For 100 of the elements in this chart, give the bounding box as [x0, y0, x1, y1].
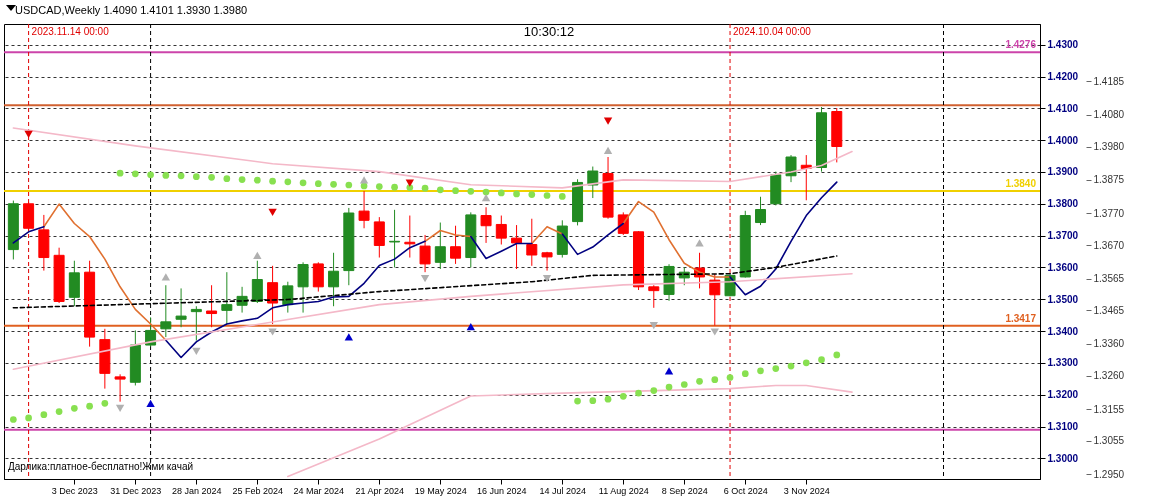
- y-tick-label: 1.3100: [1047, 421, 1079, 432]
- point: [497, 189, 505, 197]
- x-tick-label: 3 Nov 2024: [783, 485, 830, 496]
- y2-tick-label: 1.3980: [1093, 141, 1125, 152]
- point: [330, 181, 337, 188]
- point: [10, 416, 17, 423]
- point: [223, 175, 231, 182]
- point: [481, 194, 491, 202]
- candlestick: [312, 261, 324, 293]
- candlestick: [282, 281, 294, 314]
- y-tick-label: 1.4000: [1047, 134, 1079, 146]
- point: [24, 130, 33, 139]
- line-series: [287, 384, 853, 478]
- candlestick: [785, 154, 797, 183]
- point: [268, 328, 277, 336]
- point: [55, 408, 63, 415]
- point: [192, 173, 200, 181]
- point: [116, 169, 124, 177]
- point: [299, 179, 307, 187]
- y2-tick-label: 1.3260: [1093, 370, 1125, 382]
- point: [436, 186, 444, 194]
- point: [772, 365, 780, 372]
- point: [695, 239, 704, 247]
- candlestick: [267, 265, 279, 325]
- y-tick-label: 1.3600: [1047, 261, 1079, 273]
- point: [268, 208, 277, 216]
- y-tick-label: 1.3700: [1047, 230, 1079, 242]
- ref-line-label: 2023.11.14 00:00: [31, 26, 110, 37]
- y-tick-label: 1.4200: [1047, 71, 1079, 82]
- y2-tick-label: 1.2950: [1093, 468, 1125, 480]
- candlestick: [160, 284, 172, 338]
- y-tick-label: 1.4300: [1047, 39, 1079, 51]
- candlestick: [480, 206, 492, 244]
- candlestick: [709, 273, 721, 327]
- annotation: 10:30:12: [523, 24, 575, 39]
- candlestick: [175, 287, 187, 328]
- point: [177, 172, 185, 180]
- point: [542, 274, 552, 283]
- candlestick: [648, 284, 660, 309]
- point: [147, 171, 154, 179]
- x-tick-label: 28 Jan 2024: [172, 485, 222, 496]
- candlestick: [206, 284, 218, 328]
- candlestick: [358, 190, 370, 229]
- point: [359, 176, 369, 184]
- x-tick-label: 25 Feb 2024: [232, 485, 284, 496]
- point: [192, 347, 201, 356]
- x-tick-label: 31 Dec 2023: [110, 485, 162, 496]
- ref-line-label: 1.3840: [1005, 178, 1037, 190]
- y2-tick-label: 1.3770: [1093, 207, 1125, 219]
- y-tick-label: 1.3400: [1047, 325, 1079, 337]
- y2-tick-label: 1.3155: [1093, 403, 1125, 415]
- candlestick: [495, 215, 507, 245]
- ref-line-label: 2024.10.04 00:00: [733, 26, 812, 37]
- point: [375, 183, 383, 190]
- point: [680, 381, 688, 388]
- candlestick: [297, 261, 309, 314]
- point: [71, 405, 78, 412]
- point: [115, 404, 125, 412]
- point: [40, 411, 48, 419]
- x-tick-label: 11 Aug 2024: [598, 485, 649, 496]
- point: [391, 183, 398, 191]
- candlestick: [328, 252, 340, 307]
- point: [833, 351, 841, 359]
- point: [665, 383, 673, 391]
- candlestick: [450, 225, 462, 265]
- candlestick: [434, 222, 446, 270]
- y2-tick-label: 1.3875: [1093, 174, 1125, 186]
- candlestick: [373, 216, 385, 259]
- point: [25, 414, 32, 422]
- point: [604, 395, 612, 403]
- point: [208, 174, 215, 181]
- point: [466, 322, 475, 331]
- point: [420, 274, 430, 283]
- point: [635, 389, 642, 397]
- candlestick: [221, 271, 233, 325]
- point: [253, 251, 262, 259]
- point: [696, 377, 703, 385]
- point: [482, 188, 490, 196]
- point: [787, 362, 795, 370]
- x-tick-label: 8 Sep 2024: [661, 485, 708, 496]
- candlestick: [419, 234, 431, 273]
- point: [619, 392, 627, 400]
- x-tick-label: 16 Jun 2024: [477, 485, 527, 496]
- x-tick-label: 21 Apr 2024: [355, 485, 405, 496]
- y-tick-label: 1.3800: [1047, 198, 1079, 210]
- candlestick: [526, 218, 538, 267]
- candlestick: [389, 209, 401, 268]
- point: [818, 356, 825, 364]
- candlestick: [511, 224, 523, 270]
- point: [528, 191, 536, 198]
- point: [574, 397, 581, 405]
- point: [757, 367, 764, 375]
- candlestick: [190, 305, 202, 342]
- point: [589, 397, 597, 405]
- point: [711, 376, 719, 384]
- line-series: [12, 127, 853, 189]
- ref-line-label: 1.3417: [1005, 312, 1037, 324]
- point: [345, 181, 353, 189]
- point: [741, 370, 749, 378]
- x-tick-label: 19 May 2024: [414, 485, 467, 496]
